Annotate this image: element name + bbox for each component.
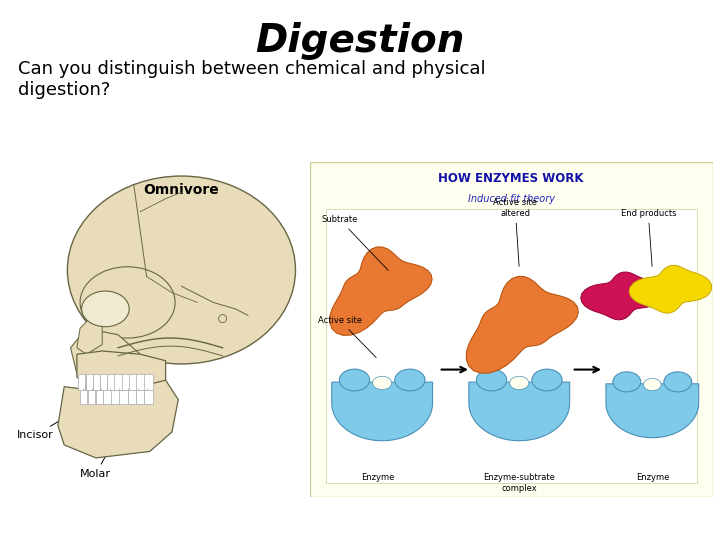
Text: Enzyme: Enzyme (636, 474, 669, 482)
Bar (135, 390, 145, 404)
Polygon shape (77, 351, 166, 393)
Text: Incisor: Incisor (17, 411, 76, 441)
Ellipse shape (81, 291, 129, 327)
Bar (88, 390, 95, 404)
Text: Subtrate: Subtrate (322, 215, 388, 271)
Ellipse shape (482, 401, 557, 418)
Polygon shape (467, 276, 578, 373)
Ellipse shape (344, 401, 420, 418)
Bar (103, 390, 112, 404)
Text: Enzyme-subtrate
complex: Enzyme-subtrate complex (483, 474, 555, 493)
Polygon shape (629, 265, 711, 313)
Bar (122, 374, 130, 390)
Ellipse shape (532, 369, 562, 391)
Text: Can you distinguish between chemical and physical
digestion?: Can you distinguish between chemical and… (18, 60, 485, 99)
Text: Enzyme: Enzyme (361, 474, 395, 482)
Bar (93, 374, 100, 390)
Bar (107, 374, 116, 390)
Bar (96, 390, 103, 404)
Ellipse shape (339, 369, 369, 391)
Ellipse shape (644, 379, 661, 391)
Text: Active site: Active site (318, 316, 377, 357)
Ellipse shape (613, 372, 641, 392)
Bar (144, 390, 153, 404)
Bar (129, 374, 138, 390)
Text: Molar: Molar (80, 418, 126, 480)
Bar (78, 374, 85, 390)
Bar (325, 209, 697, 483)
Text: HOW ENZYMES WORK: HOW ENZYMES WORK (438, 172, 584, 185)
Ellipse shape (477, 369, 507, 391)
Ellipse shape (395, 369, 425, 391)
Ellipse shape (219, 314, 227, 322)
Polygon shape (606, 384, 698, 438)
Polygon shape (58, 380, 179, 458)
Ellipse shape (68, 176, 295, 364)
Bar (100, 374, 107, 390)
Bar (114, 374, 123, 390)
Bar (80, 390, 86, 404)
Text: Induced fit theory: Induced fit theory (468, 194, 554, 204)
Bar (112, 390, 120, 404)
Text: Active site
altered: Active site altered (493, 198, 537, 266)
Bar (144, 374, 153, 390)
Ellipse shape (618, 401, 687, 416)
Polygon shape (581, 272, 663, 320)
Ellipse shape (510, 376, 528, 390)
Polygon shape (71, 328, 140, 387)
Bar (120, 390, 128, 404)
Text: End products: End products (621, 208, 676, 266)
Ellipse shape (664, 372, 692, 392)
Ellipse shape (80, 267, 175, 338)
Bar (127, 390, 136, 404)
Text: Digestion: Digestion (256, 22, 464, 60)
Polygon shape (330, 247, 432, 335)
Polygon shape (332, 382, 433, 441)
Text: Omnivore: Omnivore (143, 183, 220, 197)
Bar (86, 374, 93, 390)
Polygon shape (469, 382, 570, 441)
Ellipse shape (372, 376, 392, 390)
Polygon shape (77, 315, 102, 354)
Bar (136, 374, 145, 390)
